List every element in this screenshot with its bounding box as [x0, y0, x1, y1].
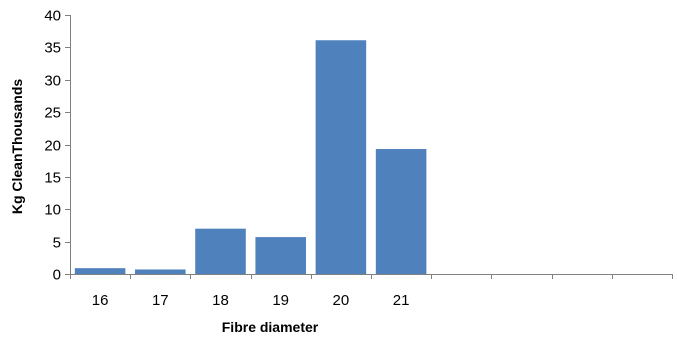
x-tick-label: 20: [333, 292, 350, 309]
bar-18: [195, 228, 246, 274]
y-tick-label: 35: [44, 40, 61, 57]
x-tick-label: 16: [92, 292, 109, 309]
y-tick-label: 40: [44, 8, 61, 25]
y-axis-ticks: 0 5 10 15 20 25 30 35 40: [44, 8, 70, 284]
y-tick-label: 0: [53, 267, 61, 284]
y-tick-label: 15: [44, 170, 61, 187]
bar-16: [74, 268, 126, 274]
y-tick-label: 25: [44, 105, 61, 122]
x-tick-label: 21: [393, 292, 410, 309]
x-tick-label: 18: [212, 292, 229, 309]
y-tick-label: 5: [53, 235, 61, 252]
x-axis-ticks: 16 17 18 19 20 21: [70, 274, 673, 309]
x-tick-label: 19: [272, 292, 289, 309]
y-tick-label: 30: [44, 73, 61, 90]
bar-19: [255, 237, 306, 274]
bar-20: [315, 40, 367, 274]
x-axis-title: Fibre diameter: [222, 319, 319, 335]
bar-21: [375, 149, 427, 274]
bar-17: [135, 269, 186, 274]
y-axis-title: Kg CleanThousands: [9, 79, 25, 215]
y-tick-label: 10: [44, 202, 61, 219]
bars: [74, 40, 427, 274]
y-tick-label: 20: [44, 138, 61, 155]
x-tick-label: 17: [152, 292, 169, 309]
